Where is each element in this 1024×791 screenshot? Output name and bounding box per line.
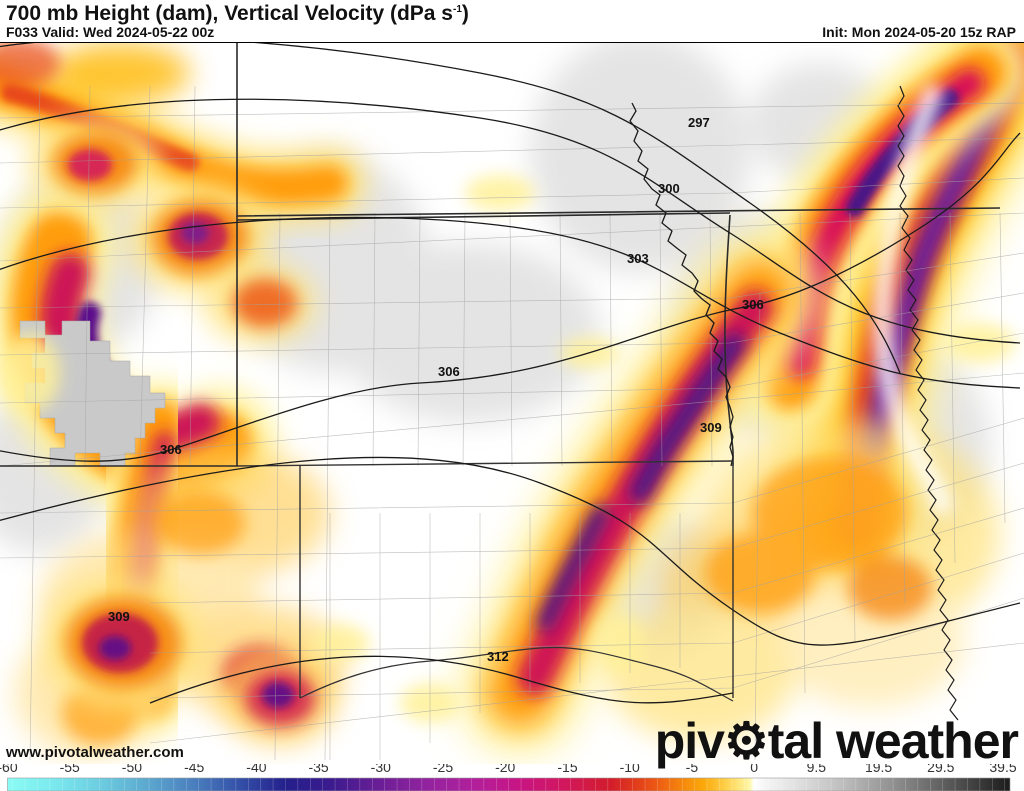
- svg-text:306: 306: [160, 442, 182, 457]
- svg-text:309: 309: [108, 609, 130, 624]
- svg-text:300: 300: [658, 181, 680, 196]
- svg-text:309: 309: [700, 420, 722, 435]
- svg-text:306: 306: [438, 364, 460, 379]
- svg-text:297: 297: [688, 115, 710, 130]
- svg-text:303: 303: [627, 251, 649, 266]
- svg-text:312: 312: [487, 649, 509, 664]
- svg-text:306: 306: [742, 297, 764, 312]
